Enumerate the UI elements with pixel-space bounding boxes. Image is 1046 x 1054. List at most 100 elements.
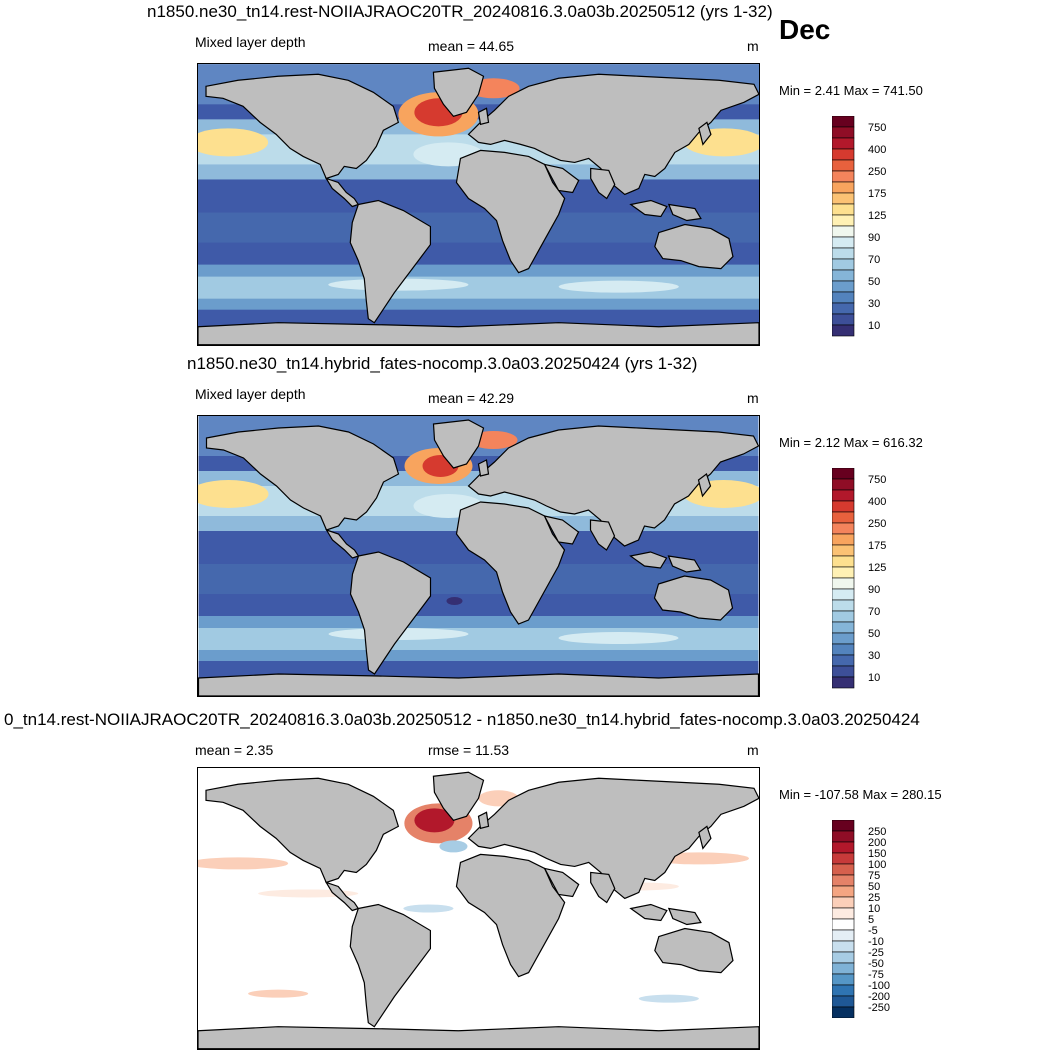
panel2-colorbar-swatch xyxy=(831,555,855,568)
panel2-map xyxy=(197,415,760,697)
panel3-colorbar-swatch xyxy=(831,1006,855,1019)
panel3-colorbar-tick-label: 5 xyxy=(868,914,874,926)
panel3-colorbar-tick-label: -10 xyxy=(868,936,884,948)
panel3-colorbar-tick-label: 250 xyxy=(868,826,886,838)
panel3-colorbar-swatch xyxy=(831,830,855,843)
panel3-minmax: Min = -107.58 Max = 280.15 xyxy=(779,787,942,802)
panel3-colorbar-tick-label: -250 xyxy=(868,1002,890,1014)
panel1-units: m xyxy=(747,38,759,54)
panel3-colorbar-swatch xyxy=(831,973,855,986)
panel3-colorbar-swatch xyxy=(831,841,855,854)
panel1-colorbar-tick-label: 70 xyxy=(868,254,880,266)
panel2-field-label: Mixed layer depth xyxy=(195,386,306,402)
panel2-colorbar-svg: 750 400 250 175 125 90 70 50 30 10 xyxy=(831,467,886,689)
panel1-colorbar-swatch xyxy=(831,269,855,282)
panel2-minmax: Min = 2.12 Max = 616.32 xyxy=(779,435,923,450)
panel2-colorbar-tick-label: 90 xyxy=(868,584,880,596)
panel1-colorbar-swatch xyxy=(831,214,855,227)
panel2-colorbar-tick-label: 175 xyxy=(868,540,886,552)
panel2-colorbar-tick-label: 10 xyxy=(868,672,880,684)
panel3-colorbar-svg: 250200150100755025105-5-10-25-50-75-100-… xyxy=(831,819,890,1019)
panel3-colorbar-swatch xyxy=(831,951,855,964)
panel2-colorbar-swatch xyxy=(831,478,855,491)
panel2-colorbar-tick-label: 250 xyxy=(868,518,886,530)
panel1-colorbar-swatch xyxy=(831,181,855,194)
panel1-colorbar-swatch xyxy=(831,126,855,139)
panel3-colorbar-tick-label: 75 xyxy=(868,870,880,882)
panel1-colorbar-swatch xyxy=(831,247,855,260)
panel2-colorbar-swatch xyxy=(831,533,855,546)
panel3-colorbar-swatch xyxy=(831,852,855,865)
panel1-colorbar: 750 400 250 175 125 90 70 50 30 10 xyxy=(831,115,932,347)
panel1-colorbar-swatch xyxy=(831,313,855,326)
panel1-colorbar-tick-label: 90 xyxy=(868,232,880,244)
panel1-colorbar-swatch xyxy=(831,170,855,183)
panel3-colorbar-swatch xyxy=(831,819,855,832)
panel3-colorbar-tick-label: -5 xyxy=(868,925,878,937)
panel3-colorbar-swatch xyxy=(831,896,855,909)
panel1-colorbar-tick-label: 175 xyxy=(868,188,886,200)
panel1-colorbar-swatch xyxy=(831,192,855,205)
panel2-colorbar-swatch xyxy=(831,522,855,535)
panel3-colorbar-tick-label: 150 xyxy=(868,848,886,860)
panel1-colorbar-swatch xyxy=(831,280,855,293)
panel1-minmax: Min = 2.41 Max = 741.50 xyxy=(779,83,923,98)
panel3-map xyxy=(197,767,760,1050)
panel2-colorbar-tick-label: 750 xyxy=(868,474,886,486)
panel1-colorbar-swatch xyxy=(831,203,855,216)
panel2-colorbar-swatch xyxy=(831,489,855,502)
panel3-colorbar-tick-label: -50 xyxy=(868,958,884,970)
panel1-colorbar-tick-label: 125 xyxy=(868,210,886,222)
panel2-colorbar-swatch xyxy=(831,577,855,590)
panel1-colorbar-tick-label: 30 xyxy=(868,298,880,310)
panel3-colorbar-swatch xyxy=(831,995,855,1008)
panel3-colorbar-swatch xyxy=(831,907,855,920)
panel2-colorbar: 750 400 250 175 125 90 70 50 30 10 xyxy=(831,467,932,699)
month-label: Dec xyxy=(779,14,831,45)
panel3-colorbar-tick-label: 25 xyxy=(868,892,880,904)
panel3-colorbar-swatch xyxy=(831,940,855,953)
panel3-rmse: rmse = 11.53 xyxy=(428,742,510,758)
panel3-colorbar-tick-label: -75 xyxy=(868,969,884,981)
panel3-colorbar-swatch xyxy=(831,962,855,975)
panel3-colorbar-swatch xyxy=(831,874,855,887)
panel3-colorbar-tick-label: -200 xyxy=(868,991,890,1003)
panel1-map-svg xyxy=(198,64,759,345)
panel1-colorbar-swatch xyxy=(831,236,855,249)
panel3-colorbar-tick-label: -25 xyxy=(868,947,884,959)
panel1-colorbar-swatch xyxy=(831,137,855,150)
panel1-mean: mean = 44.65 xyxy=(428,38,515,54)
panel1-colorbar-swatch xyxy=(831,115,855,128)
panel2-colorbar-tick-label: 70 xyxy=(868,606,880,618)
panel2-colorbar-swatch xyxy=(831,643,855,656)
panel3-colorbar-tick-label: 100 xyxy=(868,859,886,871)
panel3-colorbar-tick-label: 10 xyxy=(868,903,880,915)
panel3-units: m xyxy=(747,742,759,758)
panel3-colorbar-swatch xyxy=(831,984,855,997)
panel1-colorbar-swatch xyxy=(831,148,855,161)
panel2-colorbar-tick-label: 400 xyxy=(868,496,886,508)
panel1-colorbar-swatch xyxy=(831,225,855,238)
panel1-field-label: Mixed layer depth xyxy=(195,34,306,50)
panel2-colorbar-swatch xyxy=(831,566,855,579)
panel3-colorbar: 250 200 150 100 75 50 25 10 5 -5 -10 -25 -50 -75 -100-… xyxy=(831,819,932,1023)
panel1-colorbar-tick-label: 50 xyxy=(868,276,880,288)
panel2-map-svg xyxy=(198,416,759,696)
panel1-colorbar-swatch xyxy=(831,258,855,271)
panel2-units: m xyxy=(747,390,759,406)
panel1-colorbar-tick-label: 400 xyxy=(868,144,886,156)
panel2-colorbar-swatch xyxy=(831,654,855,667)
panel2-colorbar-swatch xyxy=(831,676,855,689)
panel2-colorbar-swatch xyxy=(831,621,855,634)
panel2-colorbar-swatch xyxy=(831,467,855,480)
panel1-colorbar-swatch xyxy=(831,302,855,315)
panel3-colorbar-swatch xyxy=(831,863,855,876)
panel2-colorbar-swatch xyxy=(831,632,855,645)
panel3-colorbar-swatch xyxy=(831,929,855,942)
panel3-colorbar-swatch xyxy=(831,918,855,931)
panel2-colorbar-swatch xyxy=(831,665,855,678)
panel2-colorbar-swatch xyxy=(831,610,855,623)
panel2-colorbar-tick-label: 50 xyxy=(868,628,880,640)
panel3-colorbar-tick-label: -100 xyxy=(868,980,890,992)
panel2-colorbar-swatch xyxy=(831,544,855,557)
